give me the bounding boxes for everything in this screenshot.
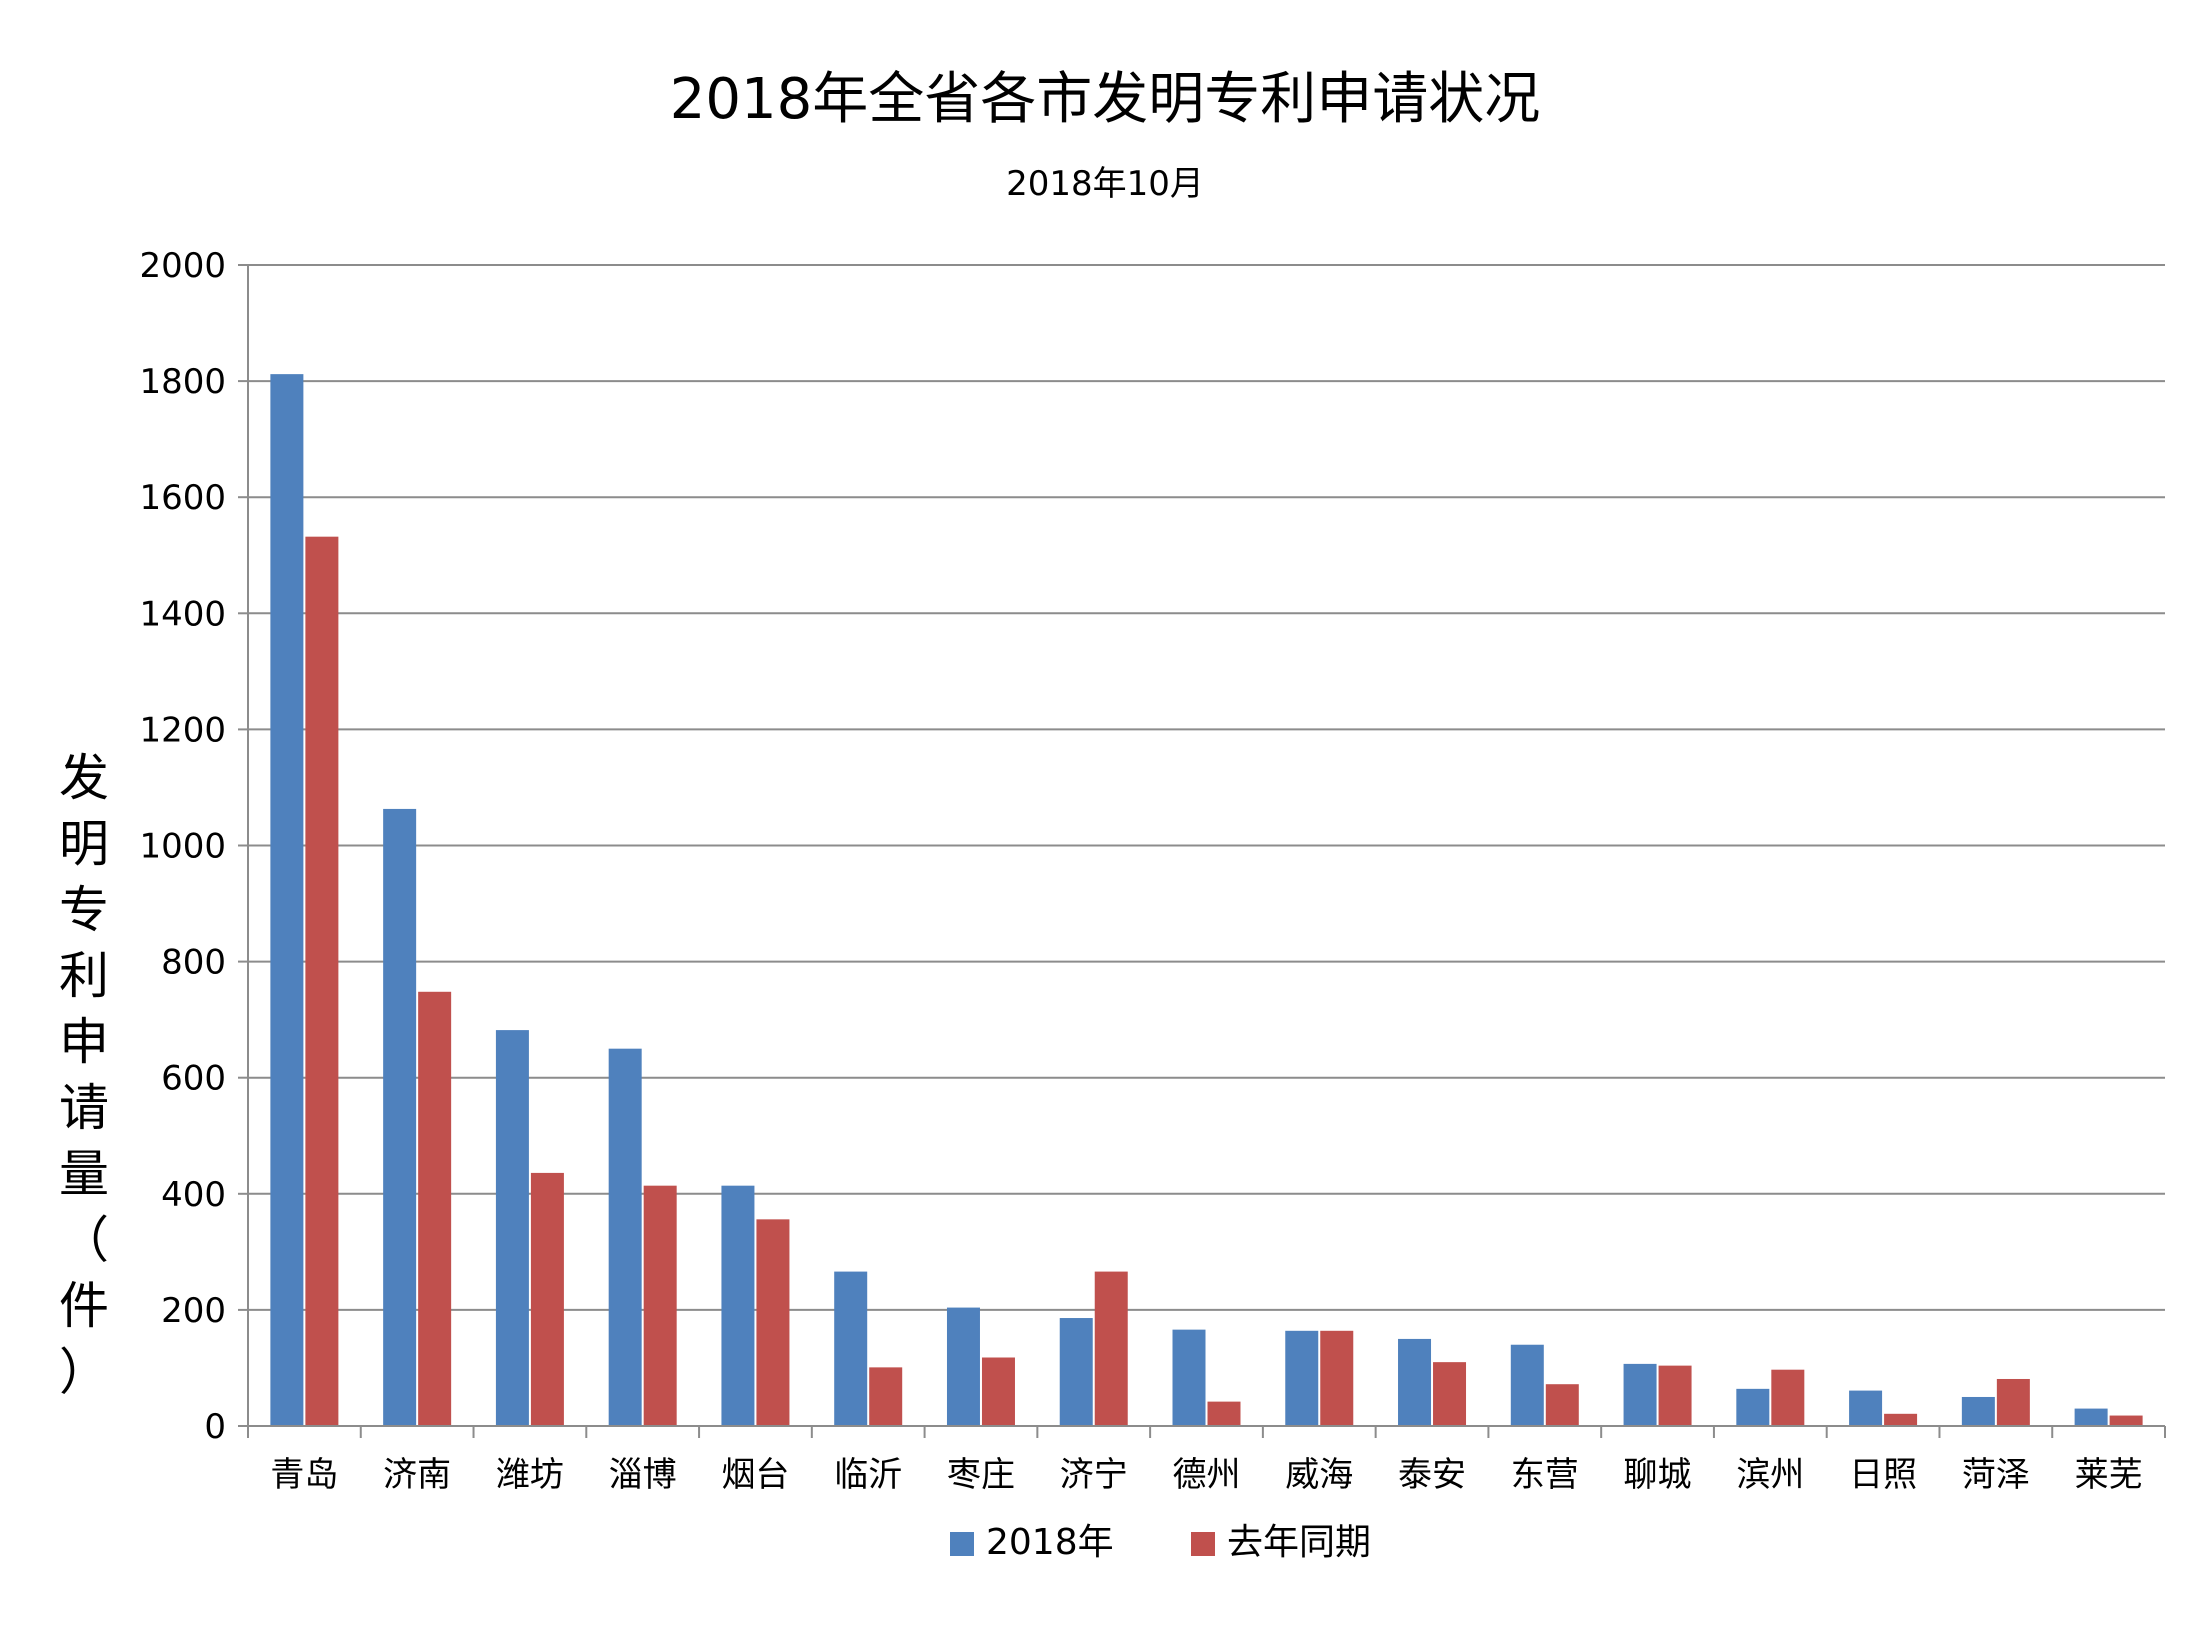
- y-tick-label: 2000: [139, 246, 226, 286]
- legend-swatch: [950, 1532, 974, 1556]
- bar: [834, 1271, 868, 1426]
- chart-subtitle: 2018年10月: [1006, 164, 1204, 204]
- x-tick-label: 日照: [1849, 1455, 1917, 1495]
- x-tick-label: 泰安: [1398, 1455, 1466, 1495]
- bar: [1884, 1413, 1918, 1426]
- bar: [1771, 1369, 1805, 1426]
- bar: [756, 1219, 790, 1426]
- bar: [869, 1367, 903, 1426]
- x-tick-label: 威海: [1285, 1455, 1353, 1495]
- axes: [247, 265, 2165, 1427]
- bar: [270, 374, 304, 1426]
- legend-label: 去年同期: [1227, 1522, 1371, 1563]
- x-tick-label: 德州: [1173, 1455, 1241, 1495]
- x-tick-label: 枣庄: [947, 1455, 1015, 1495]
- y-axis-ticks: 0 200 400 600 800 1000 1200 1400 1600 1800 2000: [139, 246, 248, 1447]
- bar: [1736, 1388, 1770, 1426]
- x-tick-label: 烟台: [721, 1455, 789, 1495]
- bars: [270, 374, 2143, 1426]
- y-tick-label: 1200: [139, 710, 226, 750]
- gridlines: [248, 264, 2165, 1311]
- x-tick-label: 临沂: [834, 1455, 902, 1495]
- y-tick-label: 600: [161, 1059, 226, 1099]
- y-tick-label: 400: [161, 1175, 226, 1215]
- y-tick-label: 1000: [139, 827, 226, 867]
- y-axis-label-char: 量: [59, 1145, 109, 1203]
- legend: 2018年 去年同期: [950, 1522, 1371, 1563]
- bar: [608, 1048, 642, 1426]
- bar: [1623, 1363, 1657, 1426]
- bar: [1433, 1362, 1467, 1426]
- x-tick-label: 东营: [1511, 1455, 1579, 1495]
- bar: [981, 1357, 1015, 1426]
- y-tick-label: 200: [161, 1291, 226, 1331]
- bar: [1545, 1384, 1579, 1426]
- bar: [1094, 1271, 1128, 1426]
- legend-label: 2018年: [986, 1522, 1114, 1563]
- y-tick-label: 1600: [139, 478, 226, 518]
- bar: [721, 1185, 755, 1426]
- bar: [495, 1030, 529, 1426]
- y-tick-label: 800: [161, 943, 226, 983]
- y-tick-label: 1800: [139, 362, 226, 402]
- bar: [2074, 1408, 2108, 1426]
- x-tick-label: 聊城: [1624, 1455, 1692, 1495]
- y-tick-label: 1400: [139, 594, 226, 634]
- y-axis-label-char: 明: [59, 815, 109, 873]
- x-tick-label: 滨州: [1736, 1455, 1804, 1495]
- y-axis-label-char: （: [59, 1211, 109, 1269]
- x-tick-label: 淄博: [609, 1455, 677, 1495]
- y-axis-label-char: 利: [59, 947, 109, 1005]
- y-tick-label: 0: [204, 1407, 226, 1447]
- y-axis-label-char: 申: [59, 1013, 109, 1071]
- bar: [1849, 1390, 1883, 1426]
- y-axis-label-char: 件: [59, 1277, 109, 1335]
- x-axis-ticks: 青岛 济南 潍坊 淄博 烟台 临沂 枣庄 济宁 德州 威海 泰安 东营 聊城 滨州 日照 菏泽 莱芜: [247, 1426, 2166, 1495]
- bar: [1996, 1378, 2030, 1426]
- legend-swatch: [1191, 1532, 1215, 1556]
- x-tick-label: 莱芜: [2075, 1455, 2143, 1495]
- bar: [643, 1185, 677, 1426]
- bar: [1398, 1338, 1432, 1426]
- x-tick-label: 菏泽: [1962, 1455, 2030, 1495]
- bar: [383, 808, 417, 1426]
- bar: [1172, 1329, 1206, 1426]
- bar: [1658, 1365, 1692, 1426]
- y-axis-label-char: 请: [59, 1079, 109, 1137]
- bar: [1285, 1330, 1319, 1426]
- chart-title: 2018年全省各市发明专利申请状况: [670, 67, 1541, 132]
- bar: [1207, 1401, 1241, 1426]
- y-axis-label-char: 专: [59, 881, 109, 939]
- y-axis-label-char: 发: [59, 749, 109, 807]
- bar: [530, 1172, 564, 1426]
- x-tick-label: 青岛: [270, 1455, 338, 1495]
- bar: [418, 991, 452, 1426]
- bar: [946, 1307, 980, 1426]
- y-axis-label-char: ）: [59, 1343, 109, 1401]
- bar: [305, 536, 339, 1426]
- bar: [1059, 1318, 1093, 1426]
- bar: [1961, 1396, 1995, 1426]
- bar: [1320, 1330, 1354, 1426]
- bar: [2109, 1415, 2143, 1426]
- x-tick-label: 潍坊: [496, 1455, 564, 1495]
- x-tick-label: 济宁: [1060, 1455, 1128, 1495]
- bar: [1510, 1344, 1544, 1426]
- x-tick-label: 济南: [383, 1455, 451, 1495]
